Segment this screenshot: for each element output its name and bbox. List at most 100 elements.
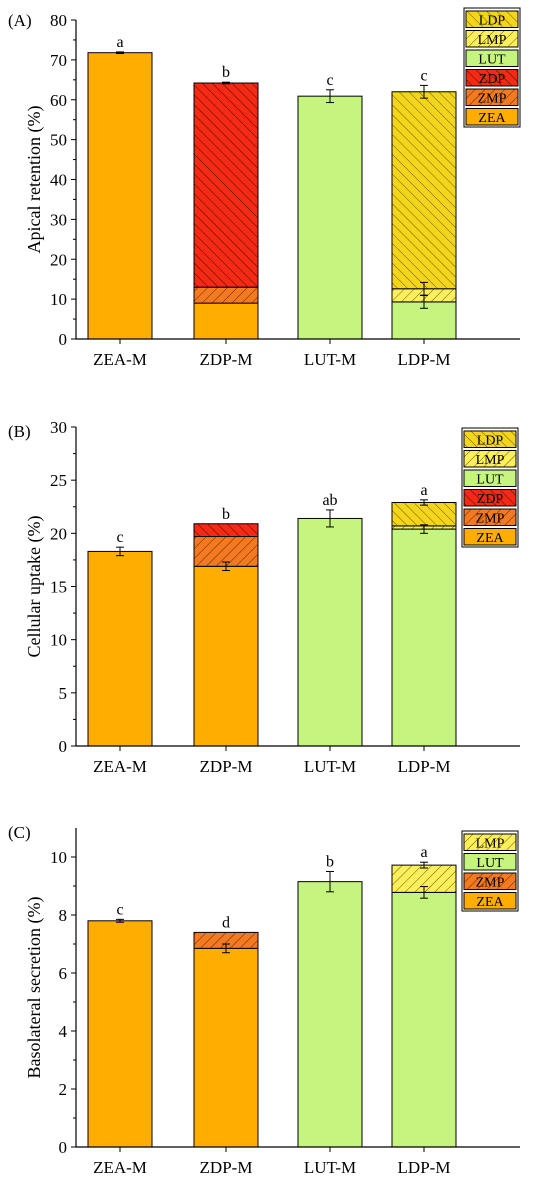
x-tick-label: ZEA-M bbox=[93, 757, 147, 776]
bar-segment-ldp bbox=[391, 501, 457, 527]
significance-label: a bbox=[116, 34, 123, 51]
y-tick-label: 10 bbox=[50, 290, 67, 309]
legend-swatch-zdp bbox=[463, 489, 517, 507]
panel-label: (B) bbox=[8, 422, 31, 441]
error-bar bbox=[420, 861, 428, 869]
legend-label: ZMP bbox=[478, 92, 507, 107]
legend-swatch-lut bbox=[465, 49, 519, 67]
y-tick-label: 25 bbox=[50, 471, 67, 490]
legend-label: ZMP bbox=[476, 512, 505, 527]
significance-label: c bbox=[116, 529, 123, 546]
bar-segment-lut bbox=[297, 517, 363, 747]
legend-label: LDP bbox=[479, 14, 506, 29]
y-tick-label: 20 bbox=[50, 524, 67, 543]
legend: LDP LMP LUT ZDP ZMP ZEA bbox=[461, 427, 519, 548]
legend-swatch-lmp bbox=[465, 30, 519, 48]
error-bar bbox=[326, 89, 334, 104]
chart-panel-1: (A) Apical retention (%) a b c c 0 10 20 30 40 50 60… bbox=[8, 7, 521, 369]
significance-label: a bbox=[420, 844, 427, 861]
bar-segment-zdp bbox=[193, 523, 259, 538]
significance-label: b bbox=[326, 854, 334, 871]
x-tick-label: ZEA-M bbox=[93, 350, 147, 369]
bar-segment-zea bbox=[87, 920, 153, 1148]
legend: LDP LMP LUT ZDP ZMP ZEA bbox=[463, 7, 521, 128]
legend-label: LUT bbox=[476, 856, 504, 871]
significance-label: d bbox=[222, 914, 230, 931]
y-tick-label: 10 bbox=[50, 848, 67, 867]
significance-label: c bbox=[420, 67, 427, 84]
y-tick-label: 0 bbox=[59, 737, 68, 756]
y-tick-label: 0 bbox=[59, 1138, 68, 1157]
chart-panel-3: (C) Basolateral secretion (%) c d b a 0 2 4 6 8 10 Z… bbox=[8, 823, 520, 1177]
legend-swatch-ldp bbox=[465, 10, 519, 28]
bar-segment-zea bbox=[87, 52, 153, 340]
bar-segment-zea bbox=[193, 302, 259, 340]
error-bar bbox=[420, 281, 428, 296]
bar-segment-zea bbox=[193, 565, 259, 747]
y-tick-label: 70 bbox=[50, 51, 67, 70]
y-tick-label: 80 bbox=[50, 11, 67, 30]
significance-label: c bbox=[116, 901, 123, 918]
legend-label: ZDP bbox=[477, 492, 504, 507]
y-tick-label: 0 bbox=[59, 330, 68, 349]
x-tick-label: LDP-M bbox=[398, 350, 451, 369]
legend-swatch-zmp bbox=[463, 508, 517, 526]
y-tick-label: 40 bbox=[50, 171, 67, 190]
panel-label: (C) bbox=[8, 823, 31, 842]
error-bar bbox=[116, 546, 124, 557]
legend-label: LMP bbox=[476, 453, 505, 468]
error-bar bbox=[420, 499, 428, 506]
panel-label: (A) bbox=[8, 11, 32, 30]
bar-segment-lut bbox=[297, 95, 363, 340]
y-tick-label: 10 bbox=[50, 631, 67, 650]
error-bar bbox=[222, 561, 230, 572]
y-tick-label: 8 bbox=[59, 906, 68, 925]
y-axis-label: Basolateral secretion (%) bbox=[24, 897, 45, 1079]
y-tick-label: 50 bbox=[50, 131, 67, 150]
error-bar bbox=[116, 918, 124, 923]
legend-label: ZEA bbox=[478, 111, 506, 126]
x-tick-label: ZDP-M bbox=[200, 1158, 253, 1177]
error-bar bbox=[326, 871, 334, 893]
legend-swatch-zea bbox=[463, 892, 517, 910]
x-tick-label: ZEA-M bbox=[93, 1158, 147, 1177]
legend-label: ZEA bbox=[476, 895, 504, 910]
bar-segment-zea bbox=[87, 550, 153, 747]
legend-swatch-ldp bbox=[463, 430, 517, 448]
error-bar bbox=[326, 509, 334, 528]
legend-swatch-lut bbox=[463, 469, 517, 487]
y-tick-label: 2 bbox=[59, 1080, 68, 1099]
chart-panel-2: (B) Cellular uptake (%) c b ab a 0 5 10 15 20 25 30 Z… bbox=[8, 418, 520, 776]
bar-segment-ldp bbox=[391, 91, 457, 290]
legend-swatch-lmp bbox=[463, 450, 517, 468]
bar-segment-zdp bbox=[193, 82, 259, 288]
x-tick-label: LUT-M bbox=[304, 757, 356, 776]
significance-label: ab bbox=[322, 492, 337, 509]
legend-swatch-zea bbox=[465, 108, 519, 126]
legend-label: ZDP bbox=[479, 72, 506, 87]
legend-label: LMP bbox=[476, 837, 505, 852]
bar-segment-lut bbox=[391, 528, 457, 747]
legend-swatch-lut bbox=[463, 853, 517, 871]
x-tick-label: LDP-M bbox=[398, 1158, 451, 1177]
legend-label: LUT bbox=[476, 473, 504, 488]
error-bar bbox=[222, 943, 230, 954]
y-tick-label: 15 bbox=[50, 578, 67, 597]
legend-label: ZMP bbox=[476, 876, 505, 891]
error-bar bbox=[116, 51, 124, 54]
legend: LMP LUT ZMP ZEA bbox=[461, 830, 519, 912]
significance-label: c bbox=[326, 72, 333, 89]
y-tick-label: 30 bbox=[50, 210, 67, 229]
legend-label: ZEA bbox=[476, 531, 504, 546]
legend-swatch-zdp bbox=[465, 69, 519, 87]
legend-swatch-zmp bbox=[465, 88, 519, 106]
x-tick-label: LUT-M bbox=[304, 1158, 356, 1177]
bar-segment-lut bbox=[297, 881, 363, 1148]
y-axis-label: Apical retention (%) bbox=[24, 106, 45, 254]
bar-segment-lut bbox=[391, 891, 457, 1148]
error-bar bbox=[420, 524, 428, 534]
y-axis-label: Cellular uptake (%) bbox=[24, 516, 45, 658]
x-tick-label: ZDP-M bbox=[200, 757, 253, 776]
legend-swatch-zmp bbox=[463, 872, 517, 890]
